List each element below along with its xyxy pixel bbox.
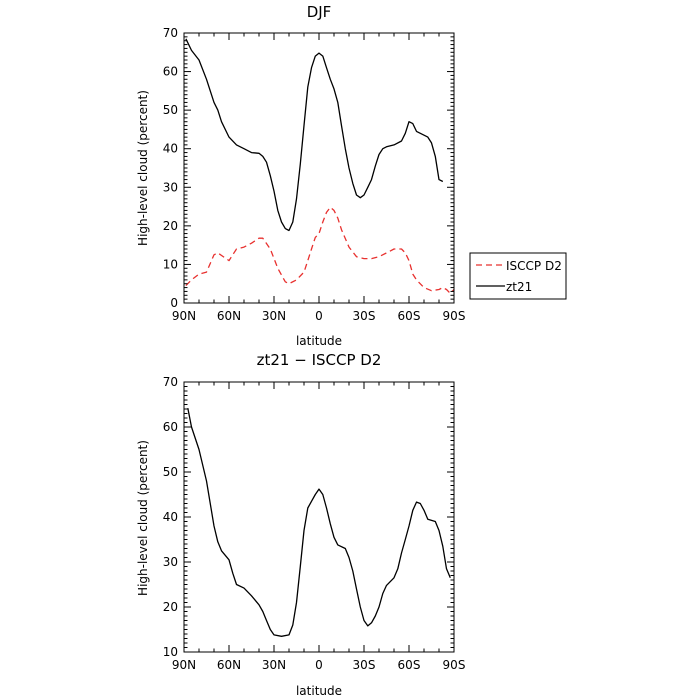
bottom-panel-xlabel: latitude (296, 684, 342, 698)
top-panel-ylabel: High-level cloud (percent) (136, 90, 150, 246)
y-tick-label: 50 (163, 465, 178, 479)
x-tick-label: 60S (398, 658, 421, 672)
top-panel-frame (183, 32, 455, 304)
y-tick-label: 40 (163, 142, 178, 156)
y-tick-label: 70 (163, 375, 178, 389)
y-tick-label: 20 (163, 600, 178, 614)
series-line-difference (187, 407, 451, 637)
x-tick-label: 60S (398, 309, 421, 323)
bottom-panel-ylabel: High-level cloud (percent) (136, 440, 150, 596)
y-tick-label: 0 (170, 296, 178, 310)
y-tick-label: 60 (163, 65, 178, 79)
legend-label-zt21: zt21 (506, 280, 532, 294)
y-tick-label: 30 (163, 555, 178, 569)
y-tick-label: 30 (163, 180, 178, 194)
y-tick-label: 10 (163, 257, 178, 271)
x-tick-label: 90N (172, 658, 196, 672)
top-panel: DJF High-level cloud (percent) latitude … (136, 3, 465, 348)
x-tick-label: 60N (217, 658, 241, 672)
y-tick-label: 10 (163, 645, 178, 659)
bottom-panel-title: zt21 − ISCCP D2 (257, 351, 382, 369)
series-line-zt21 (185, 38, 444, 232)
legend-box (469, 252, 567, 300)
x-tick-label: 0 (315, 309, 323, 323)
series-line-isccp-d2 (185, 206, 454, 295)
y-tick-label: 20 (163, 219, 178, 233)
bottom-panel: zt21 − ISCCP D2 High-level cloud (percen… (136, 351, 465, 698)
y-tick-label: 60 (163, 420, 178, 434)
x-tick-label: 30S (353, 309, 376, 323)
top-panel-title: DJF (307, 3, 332, 21)
y-tick-label: 50 (163, 103, 178, 117)
top-panel-xlabel: latitude (296, 334, 342, 348)
x-tick-label: 60N (217, 309, 241, 323)
legend: ISCCP D2 zt21 (469, 252, 567, 300)
x-tick-label: 90S (443, 658, 466, 672)
x-tick-label: 90S (443, 309, 466, 323)
y-tick-label: 70 (163, 26, 178, 40)
x-tick-label: 0 (315, 658, 323, 672)
x-tick-label: 30S (353, 658, 376, 672)
x-tick-label: 30N (262, 309, 286, 323)
legend-label-isccp: ISCCP D2 (506, 259, 562, 273)
x-tick-label: 90N (172, 309, 196, 323)
y-tick-label: 40 (163, 510, 178, 524)
x-tick-label: 30N (262, 658, 286, 672)
bottom-panel-frame (183, 381, 455, 653)
